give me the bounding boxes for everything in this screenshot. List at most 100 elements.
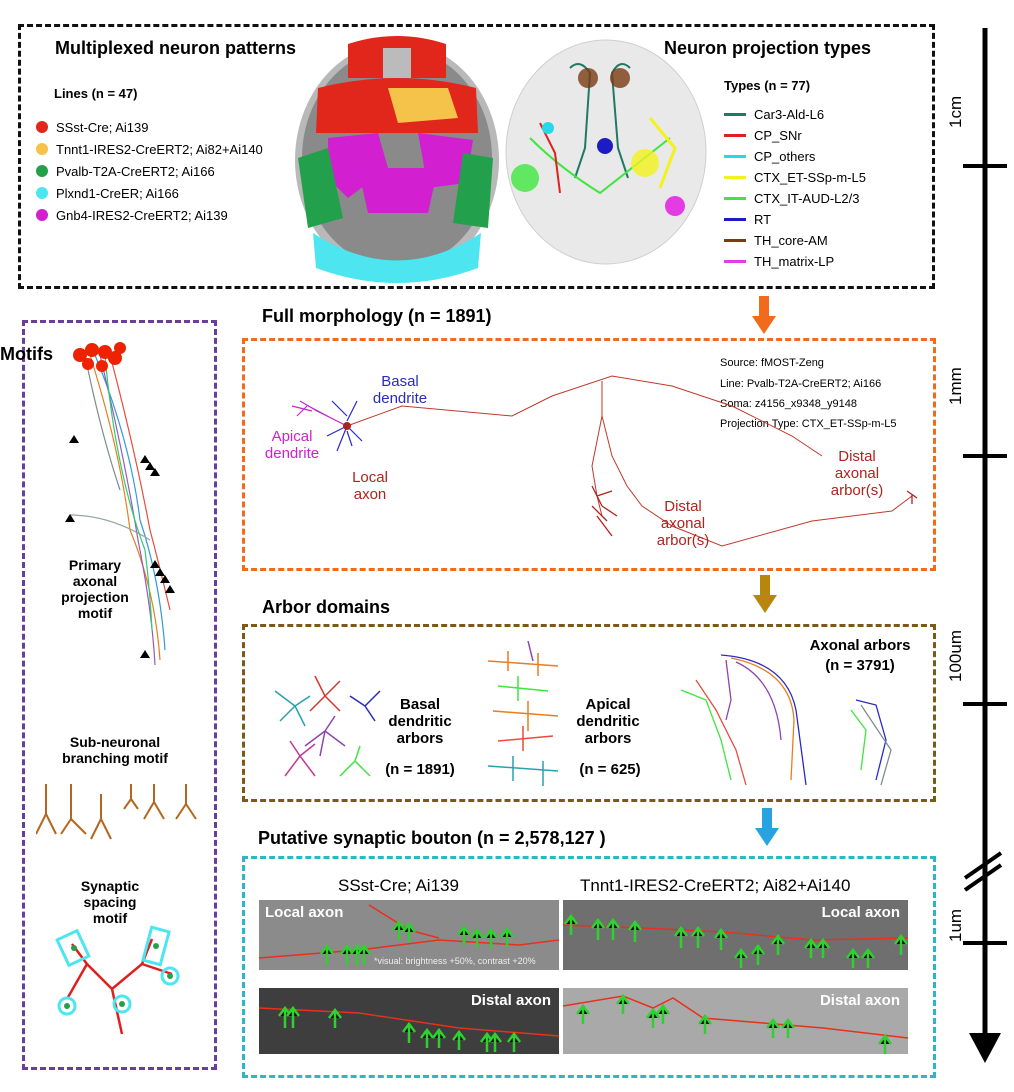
type-legend-label: TH_core-AM <box>754 233 828 248</box>
type-legend-item: CP_others <box>724 146 866 167</box>
legend-line-icon <box>724 113 746 116</box>
axonal-arbor-label: Axonal arbors <box>809 637 911 654</box>
full-morph-panel <box>242 338 936 571</box>
local-axon-tag-left: Local axon <box>265 904 344 921</box>
metadata-source: Source: fMOST-Zeng <box>720 357 824 369</box>
type-legend-item: CTX_ET-SSp-m-L5 <box>724 167 866 188</box>
brain-map-right <box>505 39 707 265</box>
lines-header: Lines (n = 47) <box>54 86 138 101</box>
arbor-panel <box>242 624 936 802</box>
line-legend-item: Gnb4-IRES2-CreERT2; Ai139 <box>36 204 263 226</box>
branching-motif-icons <box>36 784 197 840</box>
legend-line-icon <box>724 134 746 137</box>
scale-1mm: 1mm <box>946 367 965 405</box>
legend-dot-icon <box>36 165 48 177</box>
line-legend-label: Gnb4-IRES2-CreERT2; Ai139 <box>56 207 228 223</box>
legend-line-icon <box>724 197 746 200</box>
micrograph-local-left: Local axon *visual: brightness +50%, con… <box>259 900 559 970</box>
line-legend-label: Plxnd1-CreER; Ai166 <box>56 185 179 201</box>
line-legend-label: SSst-Cre; Ai139 <box>56 119 149 135</box>
line-legend-item: Plxnd1-CreER; Ai166 <box>36 182 263 204</box>
local-axon-label: Local axon <box>352 469 388 503</box>
basal-arbor-label: Basal dendritic arbors <box>388 696 452 747</box>
down-arrow-brown <box>753 575 777 613</box>
type-legend-label: CP_SNr <box>754 128 802 143</box>
basal-label: Basal dendrite <box>372 373 428 407</box>
bouton-panel <box>242 856 936 1078</box>
type-legend-label: TH_matrix-LP <box>754 254 835 269</box>
brain-panel <box>18 24 935 289</box>
arbor-title: Arbor domains <box>262 597 391 617</box>
distal-axon-tag-right: Distal axon <box>819 992 900 1009</box>
type-legend-item: CTX_IT-AUD-L2/3 <box>724 188 866 209</box>
legend-dot-icon <box>36 187 48 199</box>
sub-motif-label: Sub-neuronal branching motif <box>62 734 168 766</box>
full-morph-title: Full morphology (n = 1891) <box>262 306 492 326</box>
down-arrow-orange <box>752 296 776 334</box>
type-legend-label: RT <box>754 212 772 227</box>
apical-label: Apical dendrite <box>264 428 320 462</box>
type-legend-label: CTX_IT-AUD-L2/3 <box>754 191 860 206</box>
legend-line-icon <box>724 155 746 158</box>
basal-arbor-count: (n = 1891) <box>385 761 455 778</box>
motifs-panel <box>22 320 217 1070</box>
axonal-arbor-count: (n = 3791) <box>825 657 895 674</box>
projection-title: Neuron projection types <box>664 38 872 58</box>
types-header: Types (n = 77) <box>724 78 811 93</box>
scale-axis <box>963 28 1007 1063</box>
apical-arbor-tracings <box>487 641 559 786</box>
scale-1cm: 1cm <box>946 95 965 128</box>
neuron-morphology <box>291 375 918 547</box>
type-legend-item: RT <box>724 209 866 230</box>
projection-motif-tracing <box>65 342 175 666</box>
scale-1um: 1um <box>946 908 965 942</box>
bouton-title: Putative synaptic bouton (n = 2,578,127 … <box>258 828 606 848</box>
types-legend: Car3-Ald-L6 CP_SNr CP_others CTX_ET-SSp-m-L… <box>724 104 866 272</box>
legend-line-icon <box>724 218 746 221</box>
type-legend-item: CP_SNr <box>724 125 866 146</box>
primary-motif-label: Primary axonal projection motif <box>61 557 129 621</box>
motifs-title: Motifs <box>0 344 53 364</box>
spacing-motif-diagram <box>55 925 180 1034</box>
distal-axon-tag-left: Distal axon <box>470 992 551 1009</box>
legend-dot-icon <box>36 121 48 133</box>
legend-dot-icon <box>36 143 48 155</box>
line-legend-label: Tnnt1-IRES2-CreERT2; Ai82+Ai140 <box>56 141 263 157</box>
legend-line-icon <box>724 239 746 242</box>
type-legend-item: Car3-Ald-L6 <box>724 104 866 125</box>
metadata-soma: Soma: z4156_x9348_y9148 <box>720 398 857 410</box>
micrograph-distal-right: Distal axon <box>563 988 908 1054</box>
line-legend-item: Pvalb-T2A-CreERT2; Ai166 <box>36 160 263 182</box>
left-line-label: SSst-Cre; Ai139 <box>338 876 459 895</box>
legend-dot-icon <box>36 209 48 221</box>
type-legend-item: TH_matrix-LP <box>724 251 866 272</box>
apical-arbor-count: (n = 625) <box>579 761 641 778</box>
distal-arbor-label-1: Distal axonal arbor(s) <box>656 498 710 549</box>
scale-100um: 100um <box>946 630 965 682</box>
metadata-line: Line: Pvalb-T2A-CreERT2; Ai166 <box>720 378 882 390</box>
legend-line-icon <box>724 176 746 179</box>
metadata-projection: Projection Type: CTX_ET-SSp-m-L5 <box>720 418 897 430</box>
distal-arbor-label-2: Distal axonal arbor(s) <box>830 448 884 499</box>
legend-line-icon <box>724 260 746 263</box>
type-legend-label: CTX_ET-SSp-m-L5 <box>754 170 866 185</box>
line-legend-item: SSst-Cre; Ai139 <box>36 116 263 138</box>
type-legend-label: Car3-Ald-L6 <box>754 107 825 122</box>
lines-legend: SSst-Cre; Ai139 Tnnt1-IRES2-CreERT2; Ai82… <box>36 116 263 226</box>
type-legend-label: CP_others <box>754 149 816 164</box>
line-legend-item: Tnnt1-IRES2-CreERT2; Ai82+Ai140 <box>36 138 263 160</box>
basal-arbor-tracings <box>274 675 381 777</box>
visual-note: *visual: brightness +50%, contrast +20% <box>374 956 536 966</box>
axonal-arbor-tracings <box>680 654 892 786</box>
type-legend-item: TH_core-AM <box>724 230 866 251</box>
micrograph-distal-left: Distal axon <box>259 988 559 1054</box>
multiplexed-title: Multiplexed neuron patterns <box>55 38 297 58</box>
line-legend-label: Pvalb-T2A-CreERT2; Ai166 <box>56 163 215 179</box>
apical-arbor-label: Apical dendritic arbors <box>576 696 640 747</box>
local-axon-tag-right: Local axon <box>821 904 900 921</box>
synaptic-motif-label: Synaptic spacing motif <box>80 878 140 926</box>
right-line-label: Tnnt1-IRES2-CreERT2; Ai82+Ai140 <box>580 876 851 895</box>
micrograph-local-right: Local axon <box>563 900 908 970</box>
brain-map-left <box>295 36 499 283</box>
down-arrow-blue <box>755 808 779 846</box>
